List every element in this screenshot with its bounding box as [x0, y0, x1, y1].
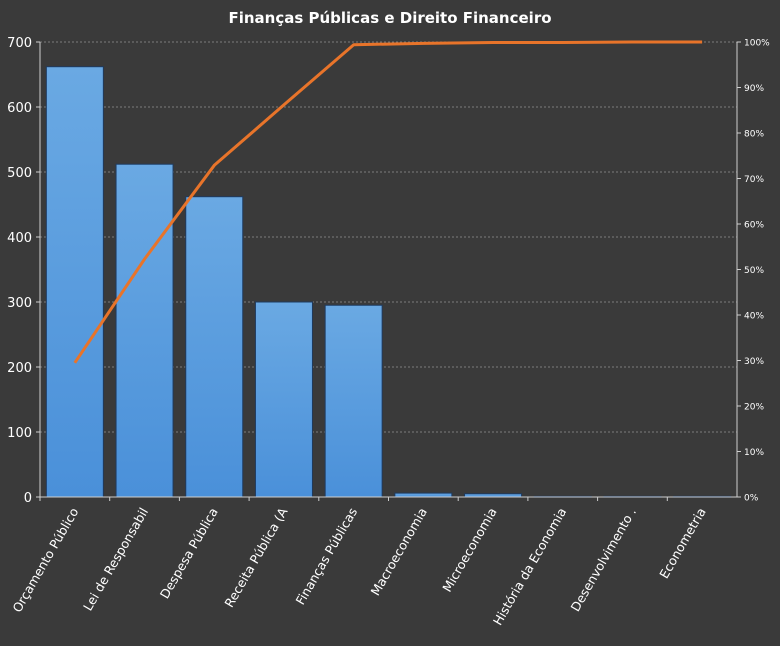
y2-tick-label: 60% [744, 221, 764, 231]
y2-tick-label: 10% [744, 448, 764, 458]
y2-tick-label: 50% [744, 266, 764, 276]
y-axis-left: 0 100 200 300 400 500 600 700 [7, 36, 41, 506]
y-tick-label: 0 [24, 491, 32, 506]
cumulative-line [73, 40, 703, 364]
x-tick-label: Receita Pública (A [221, 505, 290, 610]
y-tick-label: 400 [7, 231, 32, 246]
chart-title: Finanças Públicas e Direito Financeiro [228, 9, 551, 27]
y2-tick-label: 20% [744, 403, 764, 413]
x-tick-label: Econometria [656, 505, 709, 581]
y2-tick-label: 70% [744, 175, 764, 185]
x-tick-label: Macroeconomia [367, 505, 429, 598]
y-tick-label: 300 [7, 296, 32, 311]
y2-tick-label: 30% [744, 357, 764, 367]
bar [394, 492, 453, 498]
y-tick-label: 600 [7, 101, 32, 116]
bar [254, 301, 313, 498]
y-tick-label: 100 [7, 426, 32, 441]
x-tick-label: Finanças Públicas [293, 505, 361, 607]
bar [324, 304, 383, 498]
bar [185, 196, 244, 498]
y-tick-label: 700 [7, 36, 32, 51]
x-tick-label: Lei de Responsabil [80, 505, 151, 613]
x-tick-label: História da Economia [490, 505, 570, 628]
x-tick-label: Orçamento Público [9, 505, 81, 615]
bars [45, 66, 732, 498]
y-tick-label: 500 [7, 166, 32, 181]
y2-tick-label: 80% [744, 130, 764, 140]
y-axis-right: 0% 10% 20% 30% 40% 50% 60% 70% 80% 90% 100% [736, 39, 770, 504]
cumulative-percent-line [73, 40, 703, 364]
y2-tick-label: 90% [744, 84, 764, 94]
bar [45, 66, 104, 498]
y2-tick-label: 100% [744, 39, 770, 49]
x-tick-label: Desenvolvimento . [567, 505, 639, 614]
x-tick-label: Despesa Pública [157, 505, 221, 601]
y-tick-label: 200 [7, 361, 32, 376]
bar [115, 163, 174, 498]
y2-tick-label: 40% [744, 312, 764, 322]
x-tick-label: Microeconomia [439, 505, 499, 595]
y2-tick-label: 0% [744, 494, 759, 504]
